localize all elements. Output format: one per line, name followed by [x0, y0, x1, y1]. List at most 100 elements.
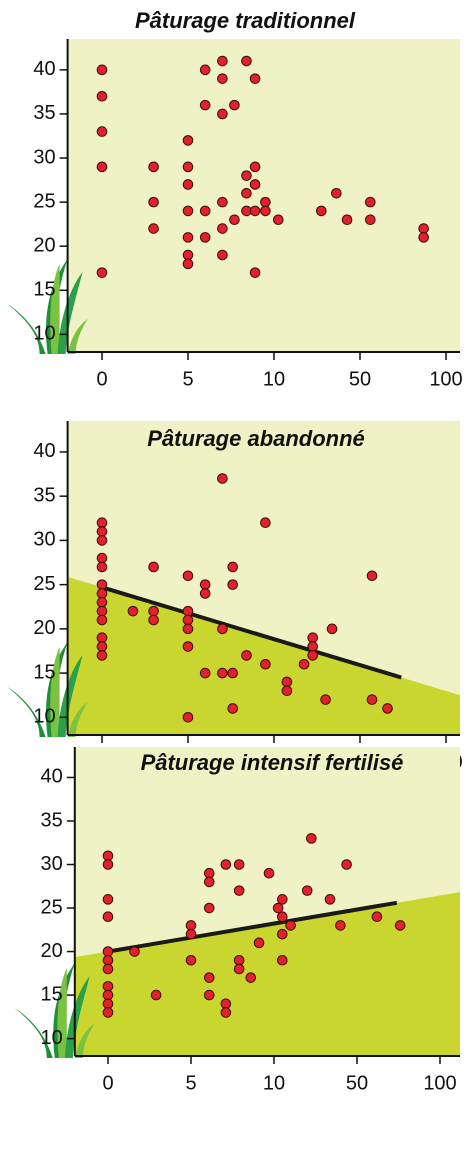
- point: [218, 56, 228, 66]
- point: [97, 633, 107, 643]
- point: [103, 999, 113, 1009]
- x-tick-label: 50: [346, 1072, 368, 1094]
- point: [221, 860, 231, 870]
- point: [261, 206, 271, 216]
- x-tick-label: 5: [185, 1072, 196, 1094]
- point: [97, 580, 107, 590]
- x-tick-label: 100: [423, 1072, 456, 1094]
- point: [274, 215, 284, 225]
- point: [151, 990, 161, 1000]
- point: [234, 964, 244, 974]
- point: [278, 895, 288, 905]
- point: [200, 589, 210, 599]
- point: [228, 562, 238, 572]
- point: [200, 65, 210, 75]
- y-tick-label: 40: [33, 440, 55, 462]
- point: [149, 162, 159, 172]
- y-tick-label: 20: [33, 234, 55, 256]
- point: [250, 180, 260, 190]
- point: [325, 895, 335, 905]
- y-tick-label: 20: [41, 940, 63, 962]
- point: [183, 162, 193, 172]
- point: [130, 947, 140, 957]
- point: [242, 171, 252, 181]
- y-tick-label: 40: [33, 58, 55, 80]
- point: [317, 206, 327, 216]
- point: [264, 868, 274, 878]
- y-tick-label: 15: [33, 661, 55, 683]
- y-tick-label: 20: [33, 617, 55, 639]
- point: [221, 999, 231, 1009]
- point: [97, 92, 107, 102]
- y-tick-label: 25: [41, 896, 63, 918]
- point: [282, 677, 292, 687]
- point: [254, 938, 264, 948]
- point: [218, 197, 228, 207]
- point: [97, 589, 107, 599]
- y-tick-label: 25: [33, 573, 55, 595]
- point: [103, 912, 113, 922]
- point: [97, 268, 107, 278]
- point: [200, 580, 210, 590]
- point: [186, 955, 196, 965]
- point: [200, 100, 210, 110]
- point: [97, 536, 107, 546]
- y-tick-label: 10: [33, 323, 55, 345]
- point: [97, 127, 107, 137]
- chart-title: Pâturage intensif fertilisé: [141, 750, 404, 775]
- point: [242, 56, 252, 66]
- point: [97, 606, 107, 616]
- point: [321, 695, 331, 705]
- y-tick-label: 15: [33, 279, 55, 301]
- point: [327, 624, 337, 634]
- x-tick-label: 5: [182, 368, 193, 390]
- point: [367, 695, 377, 705]
- point: [234, 955, 244, 965]
- point: [278, 929, 288, 939]
- point: [97, 615, 107, 625]
- point: [261, 518, 271, 528]
- point: [183, 233, 193, 243]
- point: [97, 553, 107, 563]
- y-tick-label: 30: [33, 146, 55, 168]
- point: [186, 921, 196, 931]
- point: [228, 704, 238, 714]
- point: [383, 704, 393, 714]
- point: [97, 642, 107, 652]
- point: [97, 518, 107, 528]
- point: [103, 851, 113, 861]
- point: [261, 659, 271, 669]
- point: [250, 206, 260, 216]
- point: [372, 912, 382, 922]
- point: [200, 206, 210, 216]
- y-tick-label: 15: [41, 983, 63, 1005]
- point: [342, 215, 352, 225]
- point: [308, 642, 318, 652]
- point: [218, 624, 228, 634]
- point: [278, 955, 288, 965]
- point: [183, 250, 193, 260]
- point: [204, 903, 214, 913]
- point: [234, 860, 244, 870]
- point: [218, 668, 228, 678]
- point: [218, 224, 228, 234]
- point: [183, 180, 193, 190]
- point: [234, 886, 244, 896]
- point: [273, 903, 283, 913]
- y-tick-label: 30: [33, 529, 55, 551]
- point: [299, 659, 309, 669]
- y-tick-label: 35: [33, 102, 55, 124]
- point: [128, 606, 138, 616]
- point: [183, 624, 193, 634]
- point: [97, 65, 107, 75]
- chart-title: Pâturage abandonné: [147, 426, 365, 451]
- point: [149, 197, 159, 207]
- point: [183, 606, 193, 616]
- point: [302, 886, 312, 896]
- point: [103, 955, 113, 965]
- point: [308, 651, 318, 661]
- point: [228, 580, 238, 590]
- point: [204, 973, 214, 983]
- point: [149, 615, 159, 625]
- point: [103, 982, 113, 992]
